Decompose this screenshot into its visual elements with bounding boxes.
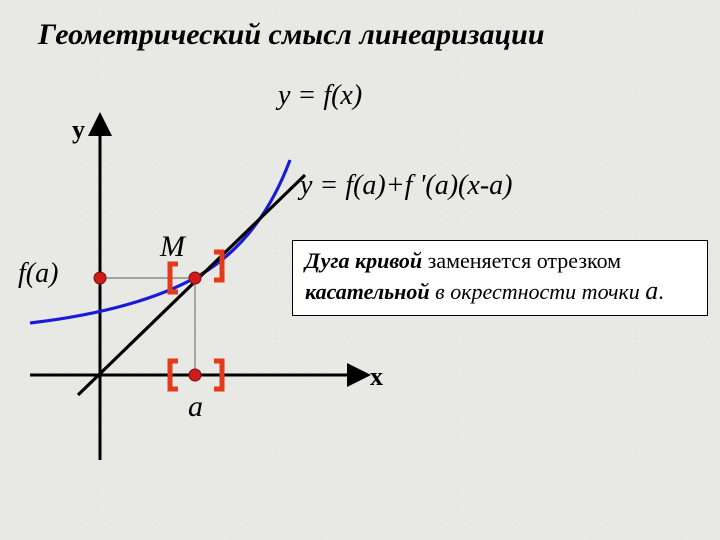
curve-label: y = f(x) — [278, 80, 362, 112]
dot-a — [189, 369, 201, 381]
m-label: M — [160, 230, 185, 264]
x-axis-label: x — [370, 362, 383, 392]
caption-t5: а — [645, 276, 658, 305]
caption-t1: Дуга кривой — [305, 248, 422, 273]
fa-label: f(a) — [18, 258, 58, 290]
caption-t4: в окрестности точки — [430, 279, 646, 304]
caption-t2: заменяется отрезком — [422, 248, 621, 273]
tangent-label: y = f(a)+f '(a)(x-a) — [300, 170, 512, 202]
tangent-line — [78, 175, 305, 395]
dot-fa — [94, 272, 106, 284]
caption-t6: . — [658, 279, 664, 304]
dot-m — [189, 272, 201, 284]
a-label: a — [188, 390, 203, 424]
caption-box: Дуга кривой заменяется отрезком касатель… — [292, 240, 708, 316]
y-axis-label: y — [72, 115, 85, 145]
caption-t3: касательной — [305, 279, 430, 304]
